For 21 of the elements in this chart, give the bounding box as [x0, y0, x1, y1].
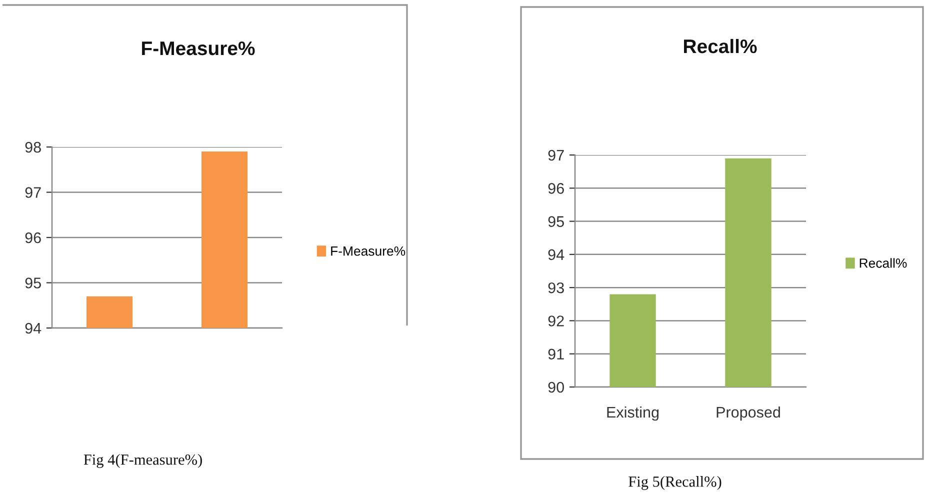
y-tick-label: 94 [548, 249, 564, 260]
legend-label: Recall% [860, 258, 907, 268]
x-tick-label: Existing [607, 406, 659, 421]
y-tick-label: 97 [25, 187, 41, 198]
y-tick-label: 97 [548, 150, 564, 161]
y-tick-label: 93 [548, 282, 564, 294]
y-tick-label: 95 [25, 278, 41, 288]
y-tick-label: 96 [548, 183, 564, 194]
y-tick-label: 92 [548, 316, 564, 326]
x-tick-label: Proposed [716, 406, 780, 421]
legend-label: F-Measure% [331, 246, 406, 256]
chart-title: Recall% [684, 38, 757, 54]
caption: Fig 4(F-measure%) [84, 454, 202, 468]
y-tick-label: 91 [548, 348, 564, 360]
y-tick-label: 95 [548, 216, 564, 227]
y-tick-label: 90 [548, 382, 564, 393]
y-tick-label: 96 [25, 232, 41, 244]
caption: Fig 5(Recall%) [628, 476, 722, 490]
y-tick-label: 98 [25, 142, 41, 153]
chart-title: F-Measure% [142, 42, 255, 56]
y-tick-label: 94 [25, 322, 42, 334]
